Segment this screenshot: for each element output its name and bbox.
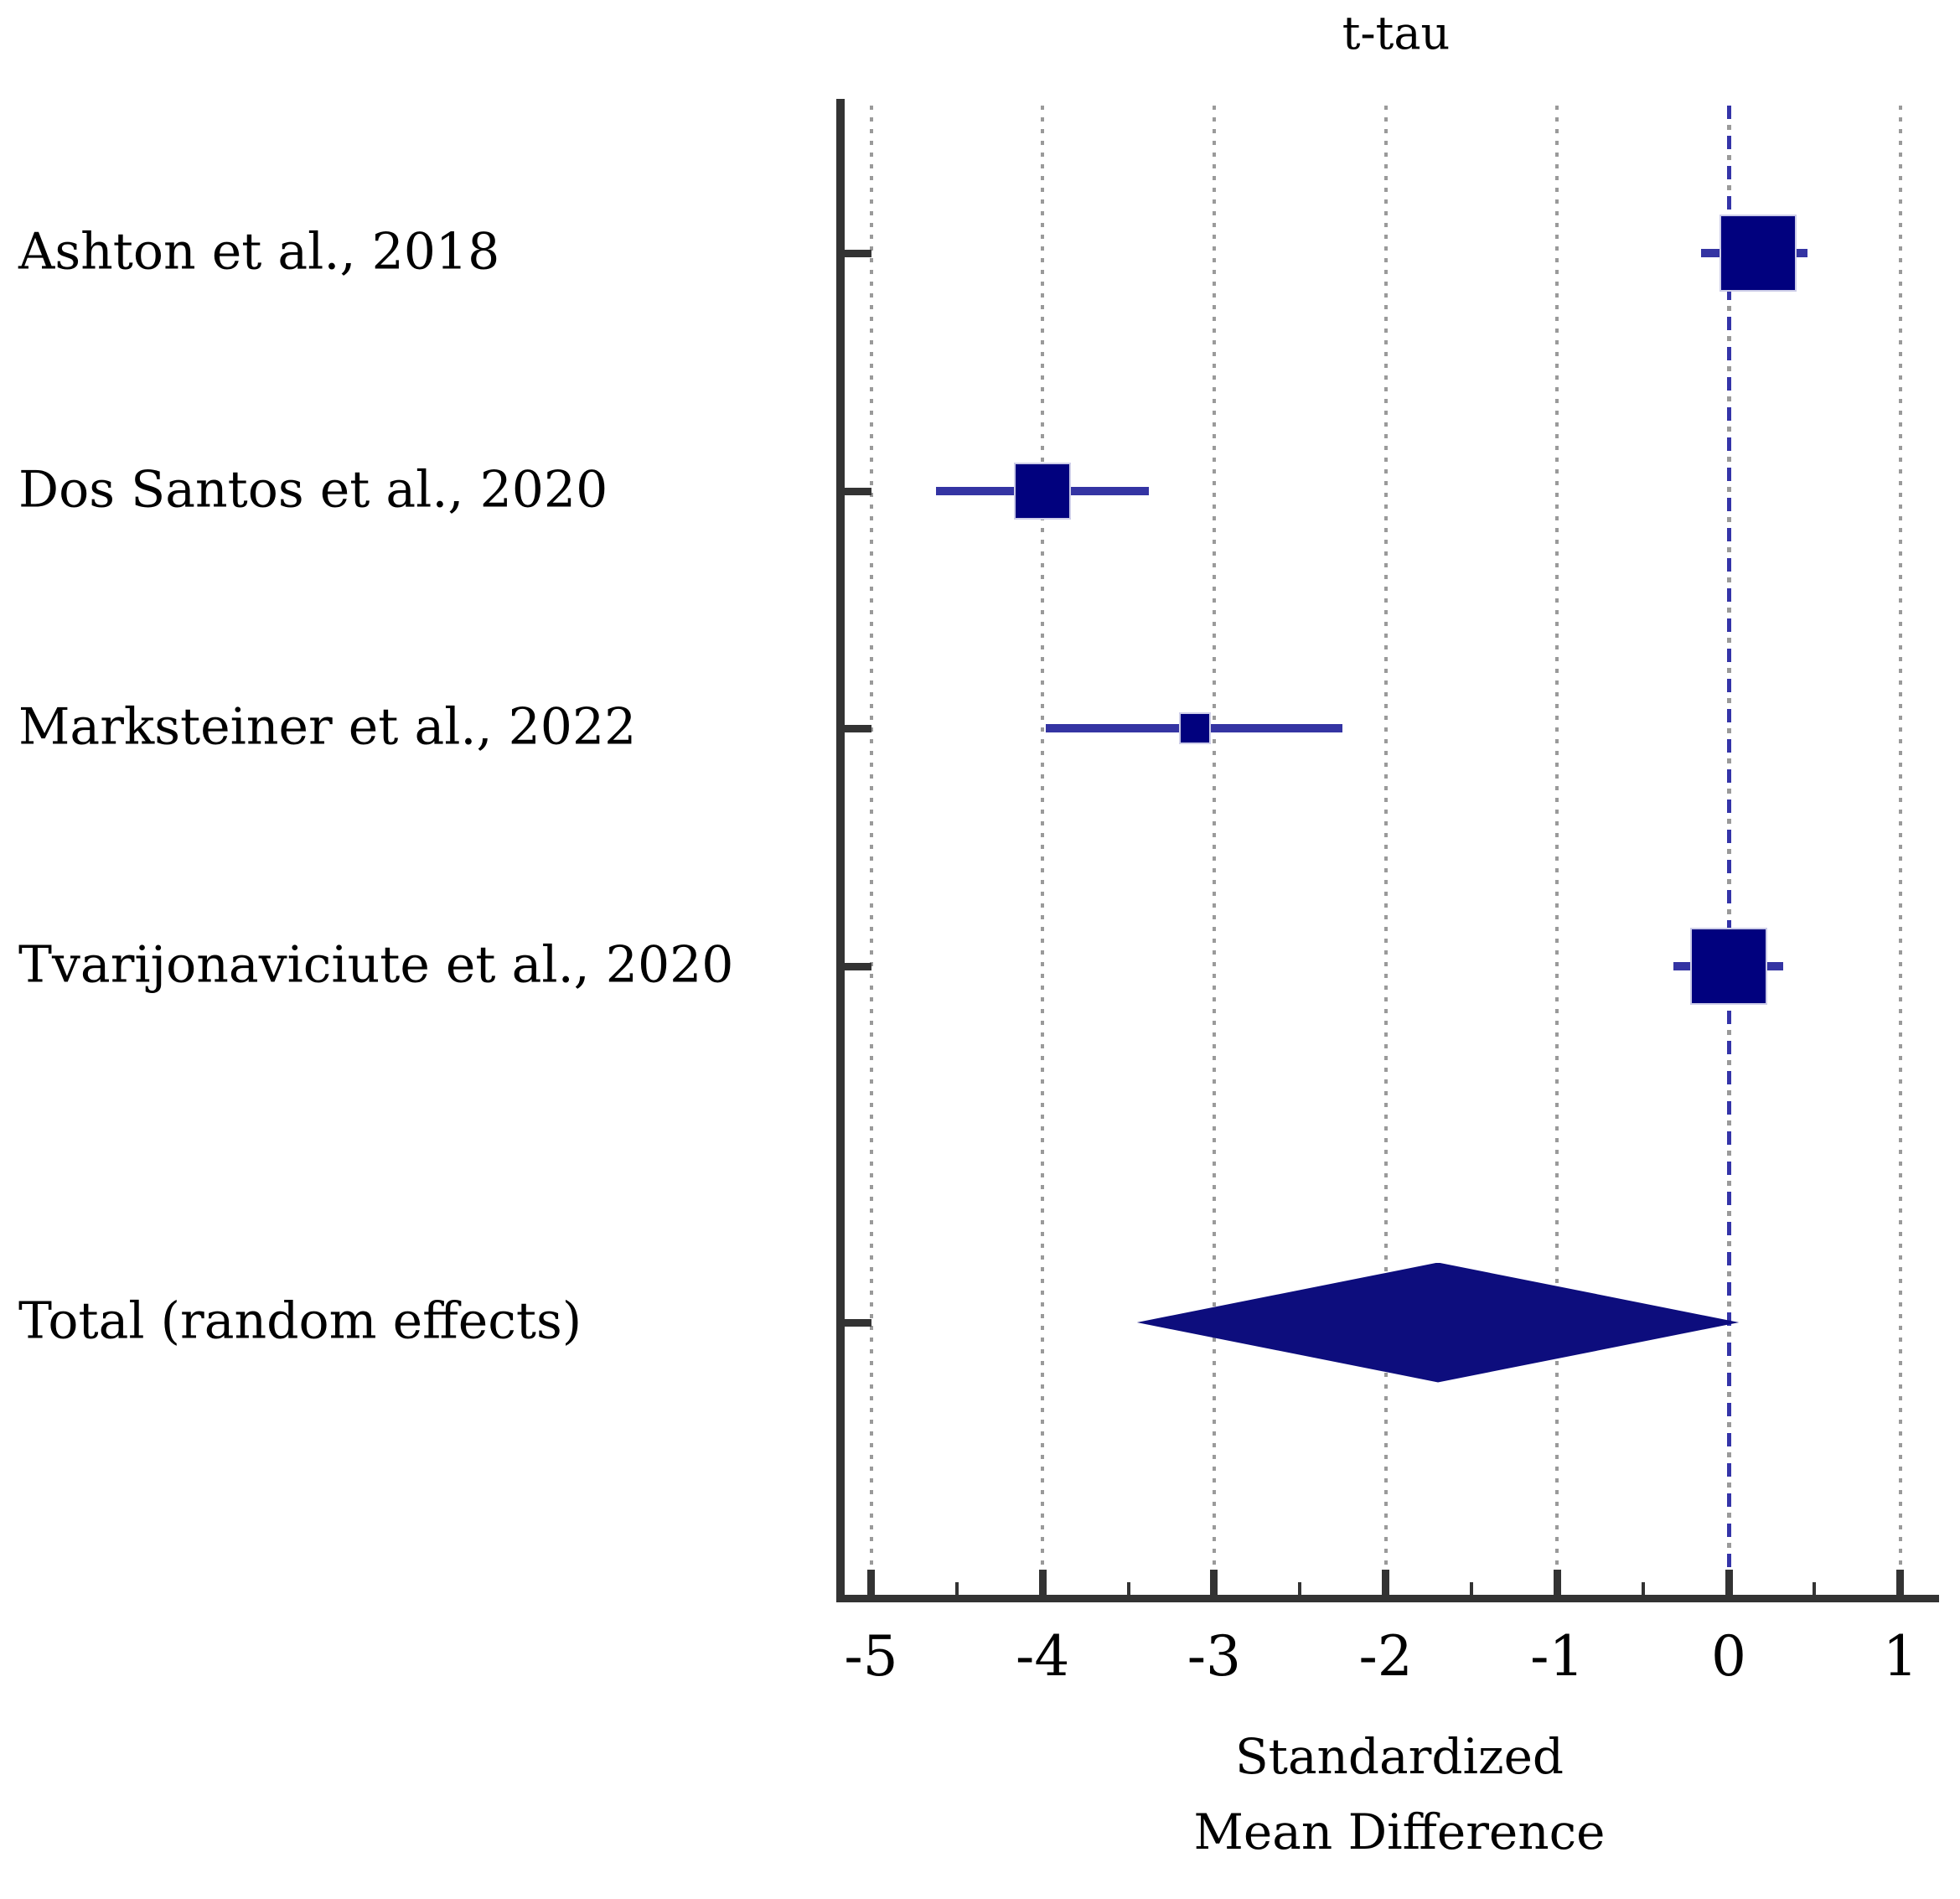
x-tick-label: -2 [1358,1624,1413,1689]
x-major-tick [1210,1570,1218,1595]
row-tick [836,1318,871,1327]
study-label: Ashton et al., 2018 [18,222,500,282]
chart-title: t-tau [1342,7,1451,60]
x-tick-label: 0 [1711,1624,1746,1689]
x-axis-title: Standardized Mean Difference [980,1720,1818,1871]
x-tick-label: -1 [1530,1624,1585,1689]
zero-line [1727,106,1731,1595]
x-major-tick [1382,1570,1390,1595]
x-axis-line [836,1595,1939,1602]
row-tick [836,487,871,495]
study-label: Dos Santos et al., 2020 [18,460,608,520]
x-major-tick [1896,1570,1905,1595]
x-minor-tick [1298,1582,1302,1595]
gridline [1898,106,1902,1595]
x-minor-tick [954,1582,959,1595]
effect-square [1014,463,1072,520]
gridline [1212,106,1216,1595]
x-axis-title-line1: Standardized [1234,1728,1564,1785]
row-tick [836,249,871,257]
x-major-tick [1553,1570,1561,1595]
x-tick-label: 1 [1882,1624,1918,1689]
effect-square [1719,215,1797,292]
row-tick [836,962,871,970]
x-major-tick [867,1570,875,1595]
study-label: Tvarijonaviciute et al., 2020 [18,935,734,995]
gridline [1041,106,1045,1595]
x-minor-tick [1813,1582,1817,1595]
x-minor-tick [1641,1582,1645,1595]
gridline [1555,106,1559,1595]
x-axis-title-line2: Mean Difference [1193,1803,1606,1860]
x-tick-label: -3 [1187,1624,1242,1689]
x-major-tick [1038,1570,1047,1595]
x-minor-tick [1126,1582,1130,1595]
total-label: Total (random effects) [18,1291,582,1351]
y-axis-spine [836,99,845,1602]
study-label: Marksteiner et al., 2022 [18,697,637,757]
x-tick-label: -5 [844,1624,898,1689]
row-tick [836,724,871,732]
x-tick-label: -4 [1016,1624,1070,1689]
x-major-tick [1725,1570,1733,1595]
x-minor-tick [1469,1582,1473,1595]
summary-diamond [1136,1262,1740,1383]
gridline [869,106,873,1595]
effect-square [1179,712,1212,744]
gridline [1383,106,1388,1595]
effect-square [1690,928,1767,1005]
